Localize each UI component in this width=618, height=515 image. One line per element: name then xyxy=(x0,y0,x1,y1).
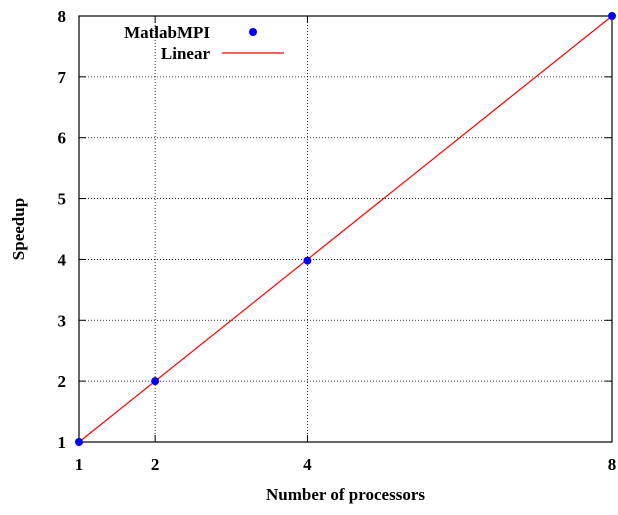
legend-marker-matlabmpi xyxy=(249,28,257,36)
y-tick-label: 5 xyxy=(58,190,67,209)
legend: MatlabMPI Linear xyxy=(124,23,284,63)
y-tick-label: 1 xyxy=(58,433,67,452)
x-tick-label: 8 xyxy=(608,455,617,474)
y-tick-label: 7 xyxy=(58,68,67,87)
legend-label-linear: Linear xyxy=(161,44,211,63)
data-point-matlabmpi xyxy=(608,12,616,20)
y-axis-title: Speedup xyxy=(9,198,28,260)
data-point-matlabmpi xyxy=(75,438,83,446)
x-axis-title: Number of processors xyxy=(266,485,425,504)
y-tick-label: 2 xyxy=(58,372,67,391)
x-tick-label: 2 xyxy=(151,455,160,474)
x-tick-label: 4 xyxy=(303,455,312,474)
y-tick-label: 3 xyxy=(58,311,67,330)
data-point-matlabmpi xyxy=(151,377,160,386)
series-layer xyxy=(75,12,616,446)
data-point-matlabmpi xyxy=(303,256,312,265)
x-tick-label: 1 xyxy=(75,455,84,474)
legend-label-matlabmpi: MatlabMPI xyxy=(124,23,210,42)
y-tick-label: 4 xyxy=(58,250,67,269)
y-tick-label: 8 xyxy=(58,7,67,26)
plot-frame xyxy=(78,15,613,443)
y-tick-label: 6 xyxy=(58,129,67,148)
series-line-linear xyxy=(78,15,613,443)
grid-layer xyxy=(79,16,612,442)
